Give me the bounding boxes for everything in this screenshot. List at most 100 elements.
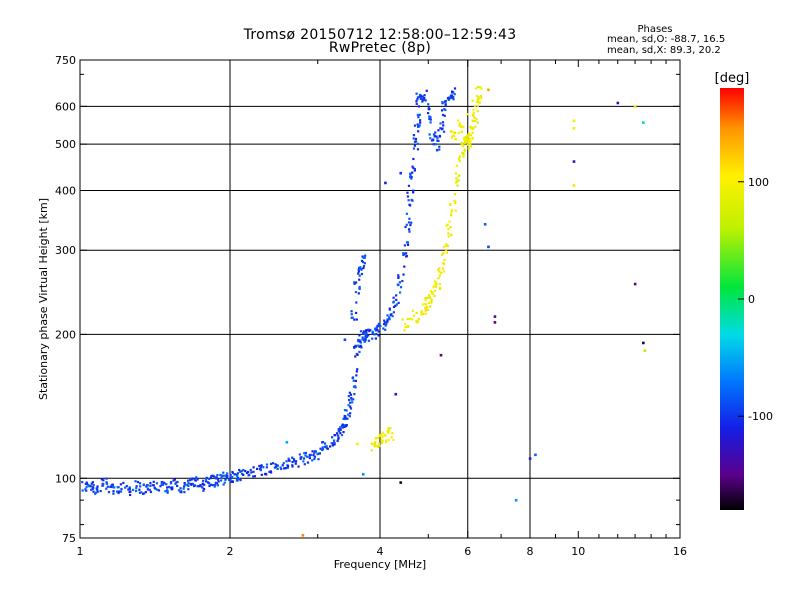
data-point [377, 330, 380, 333]
data-point [442, 130, 446, 133]
data-point [142, 492, 145, 495]
data-point [418, 124, 421, 127]
data-point [514, 498, 518, 502]
data-point [643, 349, 647, 352]
data-point [376, 328, 379, 332]
data-point [348, 391, 351, 394]
data-point [447, 232, 450, 235]
data-point [572, 184, 576, 187]
data-point [282, 462, 285, 465]
data-point [443, 258, 446, 262]
data-point [119, 483, 123, 486]
data-point [265, 463, 269, 466]
data-point [429, 116, 432, 119]
data-point [349, 412, 352, 415]
data-point [405, 252, 408, 255]
data-point [448, 220, 451, 223]
data-point [281, 464, 284, 467]
data-point [418, 95, 421, 99]
series-o-mode [81, 87, 457, 497]
data-point [374, 327, 377, 330]
data-point [441, 102, 444, 105]
data-point [404, 225, 407, 229]
data-point [439, 127, 442, 130]
data-point [362, 332, 365, 335]
data-point [354, 281, 358, 284]
data-point [190, 478, 193, 481]
data-point [444, 100, 448, 103]
data-point [413, 124, 417, 127]
data-point [358, 334, 361, 337]
data-point [375, 326, 379, 329]
data-point [221, 474, 224, 477]
data-point [475, 118, 478, 121]
data-point [409, 173, 412, 176]
data-point [112, 492, 115, 495]
data-point [398, 291, 402, 294]
data-point [360, 268, 363, 271]
data-point [616, 101, 620, 105]
data-point [364, 254, 367, 257]
x-tick-label: 6 [464, 545, 471, 558]
data-point [433, 284, 436, 287]
x-axis-label: Frequency [MHz] [334, 558, 426, 571]
data-point [354, 311, 358, 315]
data-point [125, 485, 128, 488]
data-point [444, 103, 447, 106]
data-point [343, 425, 346, 429]
data-point [453, 193, 457, 196]
data-point [387, 427, 390, 430]
data-point [201, 486, 204, 489]
data-point [447, 96, 450, 99]
data-point [128, 488, 131, 491]
data-point [454, 209, 457, 212]
data-point [474, 87, 478, 90]
data-point [463, 140, 467, 143]
data-point [458, 124, 461, 127]
data-point [242, 468, 245, 472]
data-point [384, 439, 388, 442]
data-point [452, 95, 455, 99]
data-point [388, 316, 391, 319]
data-point [357, 266, 361, 270]
data-point [416, 142, 419, 145]
data-point [412, 137, 415, 140]
data-point [465, 137, 469, 140]
x-tick-label: 2 [227, 545, 234, 558]
data-point [411, 171, 414, 174]
data-point [430, 301, 433, 304]
data-point [187, 482, 190, 485]
data-point [450, 209, 454, 212]
data-point [452, 91, 455, 94]
data-point [438, 287, 442, 291]
data-point [417, 130, 420, 133]
data-point [382, 327, 385, 330]
data-point [428, 115, 431, 118]
data-point [428, 117, 431, 120]
data-point [176, 480, 179, 484]
data-point [392, 300, 395, 303]
data-point [475, 94, 479, 98]
data-point [417, 116, 420, 119]
data-point [219, 473, 222, 477]
data-point [304, 451, 308, 455]
data-point [447, 98, 450, 101]
data-point [239, 478, 242, 482]
data-point [449, 226, 452, 229]
data-point [287, 457, 290, 460]
data-point [462, 137, 466, 140]
data-point [430, 291, 434, 295]
data-point [337, 428, 340, 431]
data-point [410, 221, 413, 224]
data-point [454, 181, 458, 184]
data-point [353, 392, 356, 396]
data-point [291, 465, 294, 468]
data-point [85, 481, 88, 484]
data-point [111, 483, 114, 486]
data-point [483, 223, 487, 226]
data-point [374, 337, 378, 340]
data-point [395, 303, 398, 306]
data-point [413, 168, 416, 171]
data-point [403, 265, 406, 268]
data-point [144, 491, 147, 494]
